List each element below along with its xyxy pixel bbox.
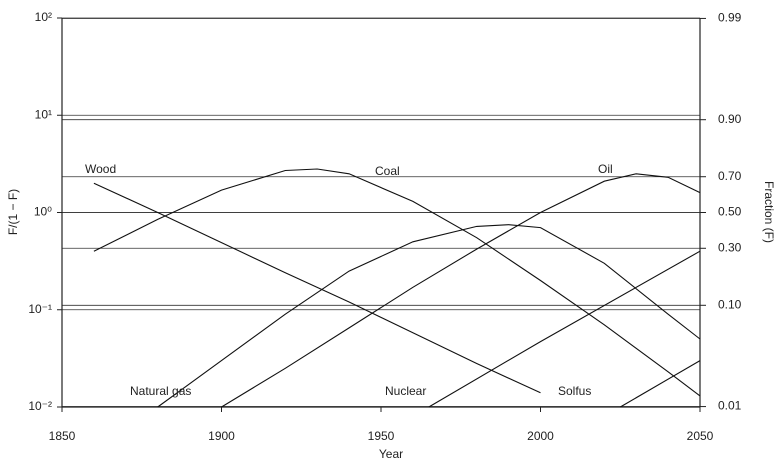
series-line <box>93 168 701 397</box>
y2-tick-label: 0.70 <box>718 169 742 183</box>
series-line <box>157 224 701 408</box>
series-label: Coal <box>375 164 400 178</box>
series-label: Nuclear <box>385 384 426 398</box>
y2-tick-label: 0.10 <box>718 297 742 311</box>
x-axis-label: Year <box>379 447 403 461</box>
series-label: Wood <box>85 162 116 176</box>
y2-axis-label: Fraction (F) <box>762 181 776 243</box>
y-tick-label: 10⁻¹ <box>28 302 52 316</box>
x-tick-label: 1950 <box>368 429 395 443</box>
y-tick-label: 10¹ <box>35 107 52 121</box>
series-line <box>221 173 701 408</box>
series-label: Natural gas <box>130 384 191 398</box>
x-tick-label: 2050 <box>687 429 714 443</box>
series-line <box>93 182 541 394</box>
y-tick-label: 10⁰ <box>34 205 52 219</box>
series-line <box>428 250 701 408</box>
y2-tick-label: 0.99 <box>718 11 742 25</box>
y-tick-label: 10² <box>35 10 52 24</box>
y2-tick-label: 0.50 <box>718 205 742 219</box>
y-tick-label: 10⁻² <box>28 399 52 413</box>
series-line <box>620 360 701 408</box>
y2-tick-label: 0.30 <box>718 240 742 254</box>
series-label: Oil <box>598 162 613 176</box>
y-axis-label: F/(1 − F) <box>6 189 20 235</box>
x-tick-label: 1900 <box>208 429 235 443</box>
y2-tick-label: 0.90 <box>718 112 742 126</box>
y2-tick-label: 0.01 <box>718 399 742 413</box>
x-tick-label: 2000 <box>527 429 554 443</box>
x-tick-label: 1850 <box>49 429 76 443</box>
series-label: Solfus <box>558 384 591 398</box>
